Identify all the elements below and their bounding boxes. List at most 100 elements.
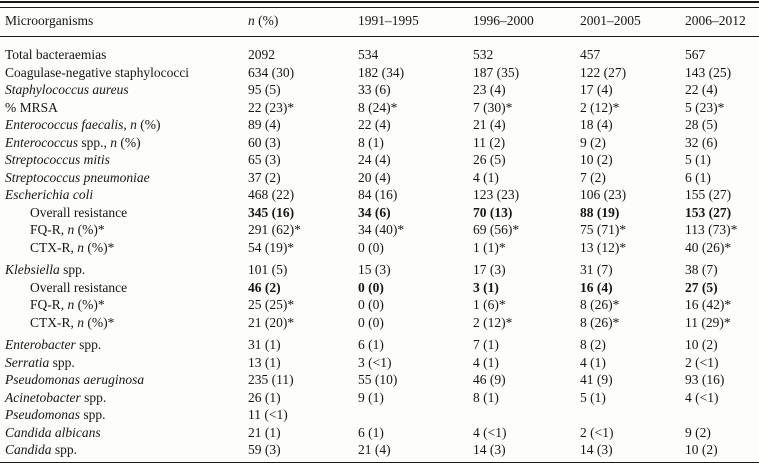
text-part: (%) bbox=[136, 117, 161, 132]
value-cell: 534 bbox=[358, 47, 379, 62]
column-header: 1996–2000 bbox=[473, 8, 580, 37]
value-cell: 23 (4) bbox=[473, 82, 506, 97]
value-cell: 153 (27) bbox=[685, 204, 732, 220]
row-label-cell: Coagulase-negative staphylococci bbox=[0, 64, 248, 82]
text-part: (%)* bbox=[84, 314, 115, 330]
text-part: (%) bbox=[117, 134, 141, 150]
row-label-cell: Enterococcus spp., n (%) bbox=[0, 134, 248, 152]
row-label-cell: Streptococcus pneumoniae bbox=[0, 169, 248, 187]
table-row: Coagulase-negative staphylococci 634 (30)… bbox=[0, 64, 759, 82]
value-cell: 2 (<1) bbox=[685, 354, 719, 370]
value-cell: 0 (0) bbox=[358, 279, 384, 295]
table-row: Acinetobacter spp. 26 (1) 9 (1) 8 (1) 5 (1) 4… bbox=[0, 389, 759, 407]
text-part: spp., bbox=[77, 134, 111, 150]
text-part: Total bacteraemias bbox=[5, 47, 107, 62]
text-part: n bbox=[77, 239, 84, 255]
value-cell: 22 (23)* bbox=[248, 99, 295, 115]
value-cell: 31 (7) bbox=[580, 262, 613, 277]
value-cell: 8 (24)* bbox=[358, 99, 398, 115]
row-label-cell: Pseudomonas spp. bbox=[0, 406, 248, 424]
value-cell: 21 (1) bbox=[248, 424, 281, 440]
table-row: FQ-R, n (%)* 25 (25)* 0 (0) 1 (6)* 8 (26)* 16… bbox=[0, 296, 759, 314]
value-cell: 13 (1) bbox=[248, 354, 281, 370]
value-cell: 14 (3) bbox=[580, 442, 613, 457]
text-part: Overall resistance bbox=[30, 204, 128, 220]
table-row: Overall resistance 46 (2) 0 (0) 3 (1) 16 (4)… bbox=[0, 279, 759, 297]
table-row: Enterococcus faecalis, n (%) 89 (4) 22 (4)… bbox=[0, 116, 759, 134]
value-cell: 54 (19)* bbox=[248, 239, 295, 255]
row-label-cell: % MRSA bbox=[0, 99, 248, 117]
column-header: 2006–2012 bbox=[685, 8, 759, 37]
value-cell: 113 (73)* bbox=[685, 222, 738, 237]
table-row: Escherichia coli 468 (22) 84 (16) 123 (23) 1… bbox=[0, 186, 759, 204]
text-part: Serratia bbox=[5, 354, 50, 370]
row-label-cell: Candida spp. bbox=[0, 441, 248, 459]
value-cell: 4 (1) bbox=[473, 354, 499, 370]
value-cell: 8 (26)* bbox=[580, 314, 620, 330]
value-cell: 14 (3) bbox=[473, 442, 506, 457]
table-row: Streptococcus mitis 65 (3) 24 (4) 26 (5) 10 … bbox=[0, 151, 759, 169]
value-cell: 84 (16) bbox=[358, 187, 398, 202]
value-cell: 345 (16) bbox=[248, 204, 295, 220]
value-cell: 17 (4) bbox=[580, 82, 613, 97]
table-row: Overall resistance 345 (16) 34 (6) 70 (13) 8… bbox=[0, 204, 759, 222]
value-cell: 6 (1) bbox=[358, 337, 384, 352]
value-cell: 11 (<1) bbox=[248, 407, 288, 422]
value-cell bbox=[685, 406, 759, 424]
text-part: n bbox=[67, 297, 75, 312]
value-cell: 18 (4) bbox=[580, 117, 613, 132]
text-part: n bbox=[67, 222, 75, 237]
text-part: Enterococcus faecalis bbox=[5, 117, 124, 132]
text-part: Coagulase-negative staphylococci bbox=[5, 64, 190, 80]
value-cell: 9 (1) bbox=[358, 389, 384, 405]
text-part: Streptococcus pneumoniae bbox=[5, 169, 150, 185]
text-part: % MRSA bbox=[5, 99, 58, 115]
table-row: Enterococcus spp., n (%) 60 (3) 8 (1) 11 (2… bbox=[0, 134, 759, 152]
value-cell: 634 (30) bbox=[248, 64, 295, 80]
value-cell: 21 (4) bbox=[358, 442, 391, 457]
text-part: spp. bbox=[59, 262, 86, 277]
value-cell: 16 (42)* bbox=[685, 297, 732, 312]
value-cell: 4 (<1) bbox=[473, 424, 507, 440]
value-cell: 8 (1) bbox=[358, 134, 384, 150]
table-row: Pseudomonas aeruginosa 235 (11) 55 (10) 46 … bbox=[0, 371, 759, 389]
text-part: (%)* bbox=[84, 239, 115, 255]
row-label-cell: FQ-R, n (%)* bbox=[0, 221, 248, 239]
value-cell: 40 (26)* bbox=[685, 239, 732, 255]
value-cell: 46 (9) bbox=[473, 372, 506, 387]
value-cell: 0 (0) bbox=[358, 314, 384, 330]
value-cell: 89 (4) bbox=[248, 117, 281, 132]
value-cell: 7 (2) bbox=[580, 169, 606, 185]
value-cell: 567 bbox=[685, 47, 706, 62]
text-part: , bbox=[123, 117, 131, 132]
value-cell: 187 (35) bbox=[473, 64, 520, 80]
column-header-microorganisms: Microorganisms bbox=[0, 8, 248, 37]
value-cell: 2 (12)* bbox=[473, 314, 513, 330]
value-cell bbox=[473, 406, 580, 424]
value-cell: 28 (5) bbox=[685, 117, 718, 132]
row-label-cell: Streptococcus mitis bbox=[0, 151, 248, 169]
text-part: (%)* bbox=[74, 297, 105, 312]
value-cell: 32 (6) bbox=[685, 134, 718, 150]
text-part: Enterococcus bbox=[5, 134, 78, 150]
value-cell: 2 (12)* bbox=[580, 99, 620, 115]
table-row: Serratia spp. 13 (1) 3 (<1) 4 (1) 4 (1) 2 (<1… bbox=[0, 354, 759, 372]
value-cell: 5 (1) bbox=[685, 152, 711, 167]
value-cell: 3 (<1) bbox=[358, 354, 392, 370]
table-row: Total bacteraemias 2092 534 532 457 567 bbox=[0, 37, 759, 64]
value-cell bbox=[358, 406, 473, 424]
value-cell: 26 (1) bbox=[248, 389, 281, 405]
value-cell: 59 (3) bbox=[248, 442, 281, 457]
text-part: spp. bbox=[49, 354, 75, 370]
value-cell: 2092 bbox=[248, 47, 275, 62]
value-cell: 93 (16) bbox=[685, 372, 725, 387]
value-cell: 55 (10) bbox=[358, 372, 398, 387]
text-part: n bbox=[130, 117, 137, 132]
text-part: 2001–2005 bbox=[580, 13, 641, 28]
value-cell: 70 (13) bbox=[473, 204, 513, 220]
row-label-cell: FQ-R, n (%)* bbox=[0, 296, 248, 314]
text-part: n bbox=[77, 314, 84, 330]
value-cell: 34 (40)* bbox=[358, 222, 405, 237]
value-cell: 69 (56)* bbox=[473, 222, 520, 237]
value-cell: 95 (5) bbox=[248, 82, 281, 97]
